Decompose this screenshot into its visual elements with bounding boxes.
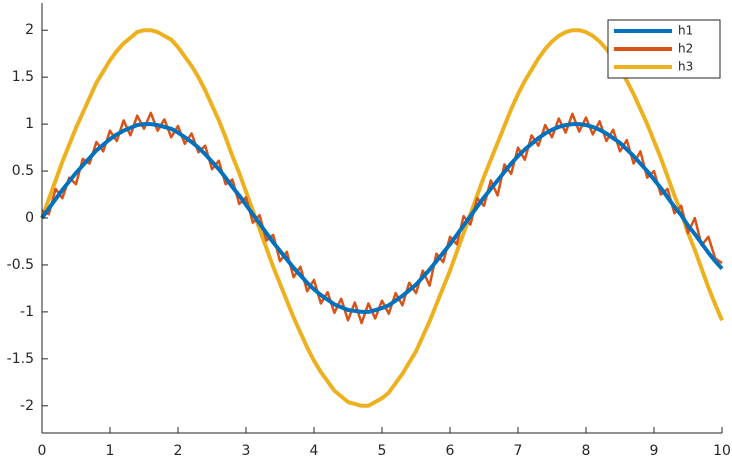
x-tick-label: 4 (310, 443, 319, 459)
x-tick-label: 1 (106, 443, 115, 459)
y-tick-label: -1.5 (7, 351, 34, 367)
x-tick-label: 2 (174, 443, 183, 459)
y-tick-label: -2 (20, 398, 34, 414)
x-tick-label: 5 (378, 443, 387, 459)
x-tick-label: 7 (514, 443, 523, 459)
x-tick-label: 10 (713, 443, 731, 459)
x-tick-label: 3 (242, 443, 251, 459)
x-tick-label: 8 (582, 443, 591, 459)
y-tick-label: -1 (20, 304, 34, 320)
legend-label: h1 (678, 24, 693, 38)
y-tick-label: -0.5 (7, 257, 34, 273)
y-tick-label: 0.5 (12, 163, 34, 179)
legend: h1 h2 h3 (607, 19, 721, 79)
y-tick-label: 1 (25, 116, 34, 132)
series-line (40, 122, 724, 314)
x-tick-label: 0 (38, 443, 47, 459)
legend-label: h3 (678, 60, 693, 74)
x-tick-label: 6 (446, 443, 455, 459)
y-tick-label: 0 (25, 210, 34, 226)
y-tick-label: 1.5 (12, 69, 34, 85)
x-tick-label: 9 (650, 443, 659, 459)
legend-label: h2 (678, 42, 693, 56)
series-line (40, 28, 724, 408)
y-tick-label: 2 (25, 22, 34, 38)
